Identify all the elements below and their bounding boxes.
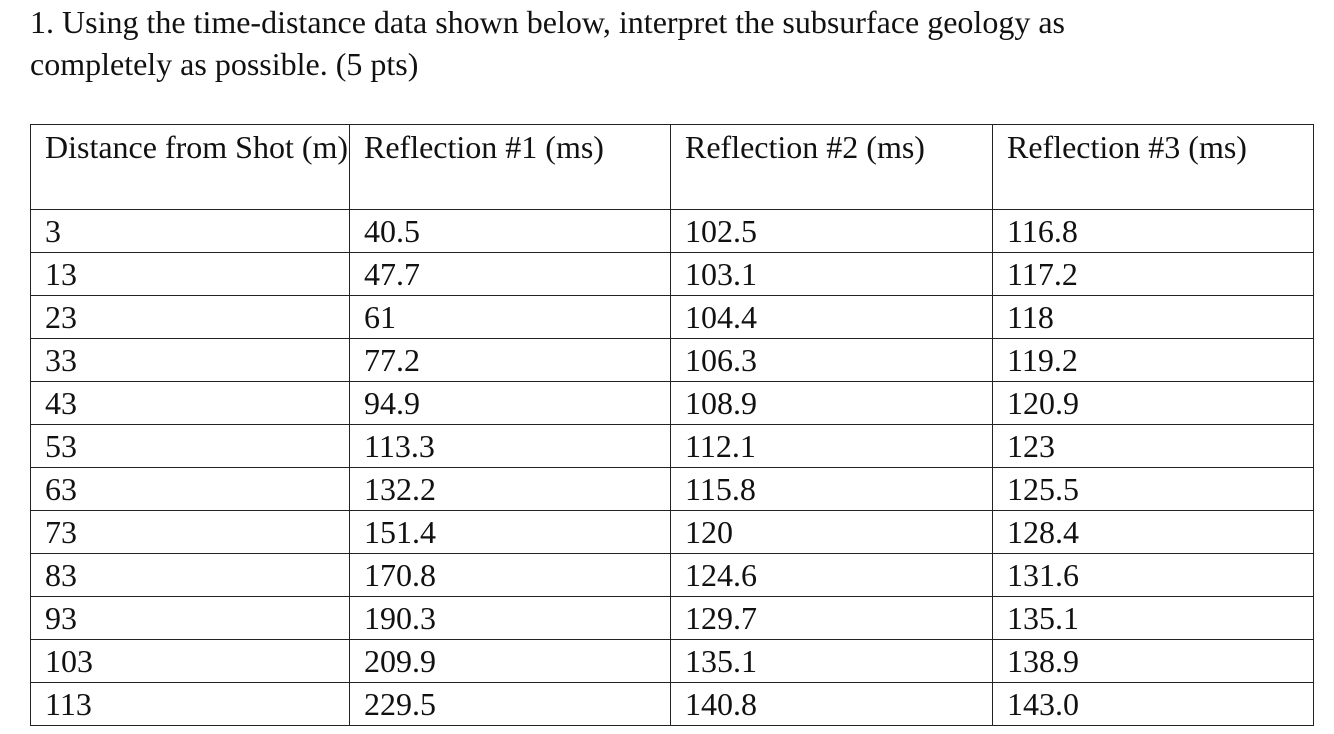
table-cell: 124.6 — [670, 553, 993, 597]
header-row: Distance from Shot (m) Reflection #1 (ms)… — [30, 124, 1314, 210]
table-cell: 112.1 — [670, 424, 993, 468]
header-cell: Reflection #1 (ms) — [349, 124, 671, 210]
table-row: 63 132.2 115.8 125.5 — [30, 467, 1314, 511]
table-cell: 128.4 — [992, 510, 1314, 554]
table-row: 83 170.8 124.6 131.6 — [30, 553, 1314, 597]
table-cell: 115.8 — [670, 467, 993, 511]
table-cell: 73 — [30, 510, 350, 554]
table-cell: 47.7 — [349, 252, 671, 296]
table-cell: 94.9 — [349, 381, 671, 425]
table-header: Distance from Shot (m) Reflection #1 (ms)… — [30, 124, 1314, 210]
table-cell: 113.3 — [349, 424, 671, 468]
table-cell: 138.9 — [992, 639, 1314, 683]
table-cell: 77.2 — [349, 338, 671, 382]
table-cell: 103 — [30, 639, 350, 683]
table-cell: 102.5 — [670, 209, 993, 253]
table-cell: 143.0 — [992, 682, 1314, 726]
table-cell: 131.6 — [992, 553, 1314, 597]
header-cell: Reflection #2 (ms) — [670, 124, 993, 210]
table-cell: 116.8 — [992, 209, 1314, 253]
table-cell: 103.1 — [670, 252, 993, 296]
table-cell: 135.1 — [992, 596, 1314, 640]
table-cell: 3 — [30, 209, 350, 253]
table-cell: 135.1 — [670, 639, 993, 683]
table-cell: 106.3 — [670, 338, 993, 382]
table-cell: 93 — [30, 596, 350, 640]
table-cell: 132.2 — [349, 467, 671, 511]
table-cell: 190.3 — [349, 596, 671, 640]
table-cell: 104.4 — [670, 295, 993, 339]
table-cell: 140.8 — [670, 682, 993, 726]
table-cell: 23 — [30, 295, 350, 339]
table-cell: 118 — [992, 295, 1314, 339]
table-cell: 33 — [30, 338, 350, 382]
table-cell: 125.5 — [992, 467, 1314, 511]
table-row: 93 190.3 129.7 135.1 — [30, 596, 1314, 640]
table-cell: 53 — [30, 424, 350, 468]
table-row: 33 77.2 106.3 119.2 — [30, 338, 1314, 382]
table-cell: 209.9 — [349, 639, 671, 683]
table-cell: 113 — [30, 682, 350, 726]
table-cell: 40.5 — [349, 209, 671, 253]
table-cell: 120.9 — [992, 381, 1314, 425]
header-cell: Reflection #3 (ms) — [992, 124, 1314, 210]
header-cell: Distance from Shot (m) — [30, 124, 350, 210]
question-line: completely as possible. (5 pts) — [30, 46, 419, 82]
table-row: 13 47.7 103.1 117.2 — [30, 252, 1314, 296]
table-row: 53 113.3 112.1 123 — [30, 424, 1314, 468]
table-cell: 83 — [30, 553, 350, 597]
table-row: 3 40.5 102.5 116.8 — [30, 209, 1314, 253]
table-cell: 43 — [30, 381, 350, 425]
table-cell: 108.9 — [670, 381, 993, 425]
table-cell: 117.2 — [992, 252, 1314, 296]
table-cell: 170.8 — [349, 553, 671, 597]
table-body: 3 40.5 102.5 116.8 13 47.7 103.1 117.2 23 61 104.4… — [30, 209, 1314, 726]
table-row: 43 94.9 108.9 120.9 — [30, 381, 1314, 425]
table-cell: 120 — [670, 510, 993, 554]
table-cell: 63 — [30, 467, 350, 511]
table-cell: 61 — [349, 295, 671, 339]
table-row: 103 209.9 135.1 138.9 — [30, 639, 1314, 683]
table-row: 73 151.4 120 128.4 — [30, 510, 1314, 554]
table-row: 113 229.5 140.8 143.0 — [30, 682, 1314, 726]
table-cell: 229.5 — [349, 682, 671, 726]
table-cell: 123 — [992, 424, 1314, 468]
table-row: 23 61 104.4 118 — [30, 295, 1314, 339]
data-table: Distance from Shot (m) Reflection #1 (ms)… — [30, 124, 1314, 726]
table-cell: 151.4 — [349, 510, 671, 554]
table-cell: 13 — [30, 252, 350, 296]
table-cell: 119.2 — [992, 338, 1314, 382]
question-line: 1. Using the time-distance data shown be… — [30, 4, 1065, 40]
table-cell: 129.7 — [670, 596, 993, 640]
